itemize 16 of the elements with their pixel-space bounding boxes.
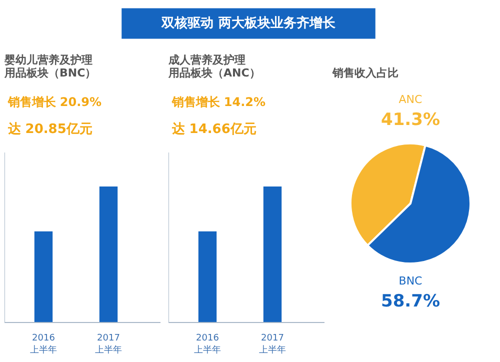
- x-tick-label: 2016 上半年: [30, 334, 57, 356]
- x-tick-label: 2017 上半年: [95, 334, 122, 356]
- text: 双核驱动 两大板块业务齐增长: [160, 15, 336, 31]
- data-label: 58.7%: [381, 292, 440, 312]
- chart-title: 销售收入占比: [332, 66, 398, 80]
- text: 销售增长 20.9%: [6, 95, 102, 110]
- slice-label: BNC: [398, 274, 423, 288]
- chart-title: 婴幼儿营养及护理用品板块（BNC）: [4, 54, 96, 80]
- text: 达 20.85亿元: [6, 122, 92, 137]
- text: 销售增长 14.2%: [170, 95, 266, 110]
- x-tick-label: 2017 上半年: [259, 334, 286, 356]
- x-tick-label: 2016 上半年: [194, 334, 221, 356]
- chart-title: 成人营养及护理用品板块（ANC）: [168, 54, 260, 80]
- slice-label: ANC: [398, 92, 423, 106]
- text: 达 14.66亿元: [170, 122, 256, 137]
- data-label: 41.3%: [381, 110, 440, 130]
